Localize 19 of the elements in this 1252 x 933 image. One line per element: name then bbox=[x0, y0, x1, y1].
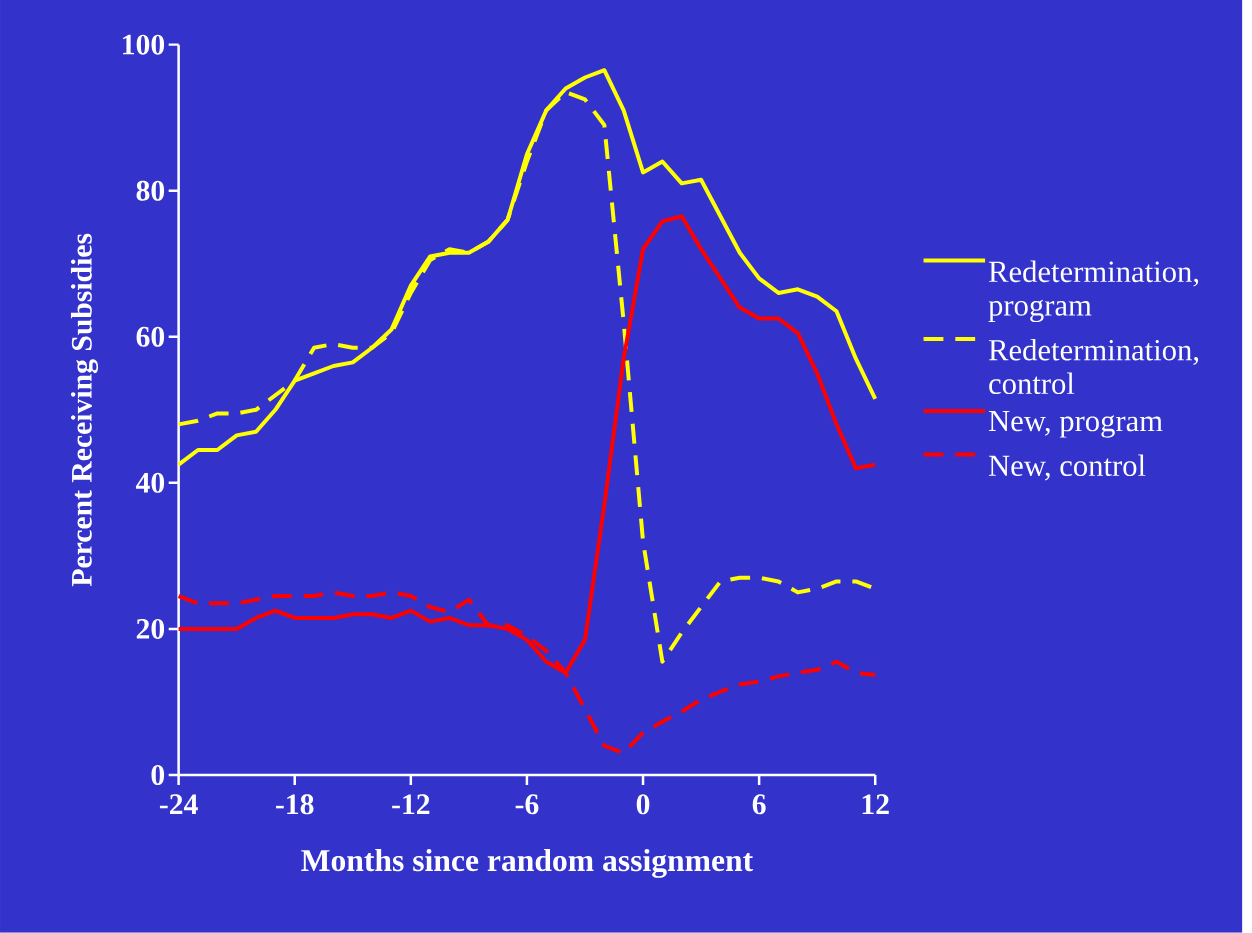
y-tick-label: 0 bbox=[151, 765, 165, 786]
y-tick-label: 100 bbox=[123, 34, 165, 55]
y-tick-label: 60 bbox=[136, 326, 165, 347]
legend-label: Redetermination, control bbox=[988, 339, 1199, 395]
y-axis-title: Percent Receiving Subsidies bbox=[70, 233, 99, 587]
y-tick-label: 80 bbox=[136, 180, 165, 201]
x-tick-label: -6 bbox=[515, 794, 539, 815]
y-tick-label: 20 bbox=[136, 619, 165, 640]
x-tick-label: 6 bbox=[752, 794, 766, 815]
x-tick-label: -18 bbox=[276, 794, 314, 815]
x-tick-label: -24 bbox=[159, 794, 198, 815]
x-tick-label: -12 bbox=[392, 794, 430, 815]
legend-label: Redetermination, program bbox=[988, 260, 1199, 323]
x-tick-label: 0 bbox=[636, 794, 650, 815]
x-tick-label: 12 bbox=[862, 794, 889, 815]
x-axis-title: Months since random assignment bbox=[301, 849, 754, 878]
y-tick-label: 40 bbox=[135, 472, 165, 493]
legend-label: New, control bbox=[988, 454, 1146, 481]
legend-label: New, program bbox=[988, 411, 1163, 438]
